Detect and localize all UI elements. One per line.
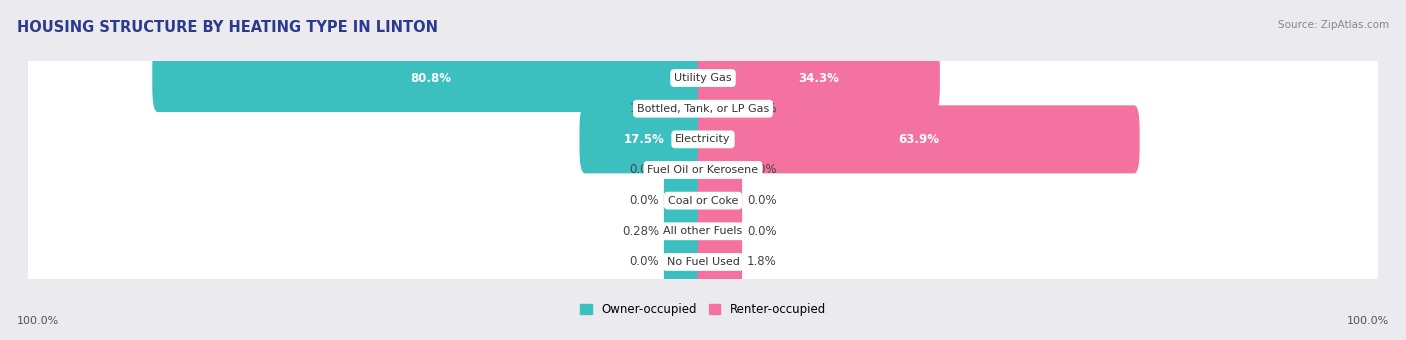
Text: 63.9%: 63.9%: [898, 133, 939, 146]
FancyBboxPatch shape: [697, 105, 1140, 173]
Text: 0.0%: 0.0%: [630, 255, 659, 269]
Text: 0.0%: 0.0%: [747, 102, 776, 115]
Text: Source: ZipAtlas.com: Source: ZipAtlas.com: [1278, 20, 1389, 30]
Text: 1.4%: 1.4%: [630, 102, 659, 115]
FancyBboxPatch shape: [664, 228, 709, 296]
Text: 0.0%: 0.0%: [747, 164, 776, 176]
FancyBboxPatch shape: [4, 51, 1402, 166]
Text: 100.0%: 100.0%: [17, 317, 59, 326]
Text: 34.3%: 34.3%: [799, 71, 839, 85]
FancyBboxPatch shape: [697, 197, 742, 265]
Legend: Owner-occupied, Renter-occupied: Owner-occupied, Renter-occupied: [575, 298, 831, 321]
Text: 80.8%: 80.8%: [409, 71, 451, 85]
Text: Electricity: Electricity: [675, 134, 731, 144]
FancyBboxPatch shape: [697, 167, 742, 235]
FancyBboxPatch shape: [664, 75, 709, 143]
Text: 100.0%: 100.0%: [1347, 317, 1389, 326]
FancyBboxPatch shape: [697, 75, 742, 143]
Text: 0.0%: 0.0%: [630, 164, 659, 176]
FancyBboxPatch shape: [4, 205, 1402, 319]
Text: All other Fuels: All other Fuels: [664, 226, 742, 236]
FancyBboxPatch shape: [4, 21, 1402, 135]
FancyBboxPatch shape: [152, 44, 709, 112]
FancyBboxPatch shape: [4, 82, 1402, 197]
FancyBboxPatch shape: [697, 44, 939, 112]
Text: Utility Gas: Utility Gas: [675, 73, 731, 83]
FancyBboxPatch shape: [664, 136, 709, 204]
Text: Bottled, Tank, or LP Gas: Bottled, Tank, or LP Gas: [637, 104, 769, 114]
FancyBboxPatch shape: [4, 174, 1402, 289]
FancyBboxPatch shape: [697, 136, 742, 204]
Text: 17.5%: 17.5%: [623, 133, 665, 146]
Text: No Fuel Used: No Fuel Used: [666, 257, 740, 267]
FancyBboxPatch shape: [4, 113, 1402, 227]
Text: 1.8%: 1.8%: [747, 255, 776, 269]
Text: 0.0%: 0.0%: [747, 225, 776, 238]
FancyBboxPatch shape: [579, 105, 709, 173]
Text: 0.0%: 0.0%: [630, 194, 659, 207]
FancyBboxPatch shape: [4, 143, 1402, 258]
Text: Fuel Oil or Kerosene: Fuel Oil or Kerosene: [647, 165, 759, 175]
FancyBboxPatch shape: [697, 228, 742, 296]
Text: 0.28%: 0.28%: [621, 225, 659, 238]
FancyBboxPatch shape: [664, 167, 709, 235]
Text: 0.0%: 0.0%: [747, 194, 776, 207]
Text: Coal or Coke: Coal or Coke: [668, 195, 738, 206]
FancyBboxPatch shape: [664, 197, 709, 265]
Text: HOUSING STRUCTURE BY HEATING TYPE IN LINTON: HOUSING STRUCTURE BY HEATING TYPE IN LIN…: [17, 20, 437, 35]
